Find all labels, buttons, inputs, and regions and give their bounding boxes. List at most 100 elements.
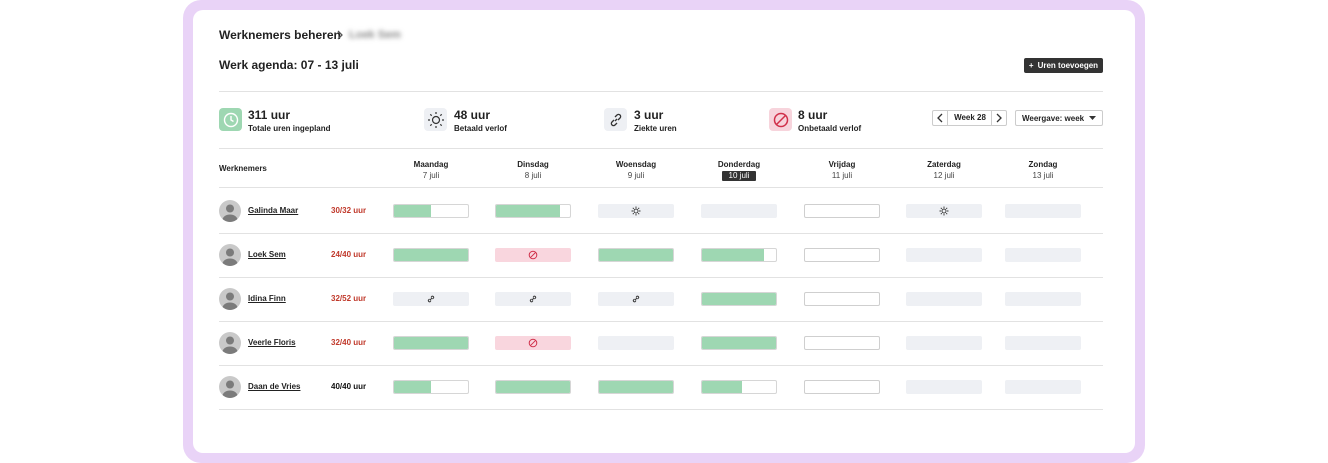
- employee-name[interactable]: Loek Sem: [248, 250, 286, 259]
- unpaid-cell[interactable]: [495, 336, 571, 350]
- plus-icon: +: [1028, 61, 1034, 70]
- off-cell[interactable]: [906, 292, 982, 306]
- day-date: 7 juli: [422, 171, 440, 180]
- day-date: 12 juli: [933, 171, 955, 180]
- stat-value: 311 uur: [248, 108, 291, 122]
- stat-label: Totale uren ingepland: [248, 124, 331, 133]
- employee-name[interactable]: Idina Finn: [248, 294, 286, 303]
- button-label: Uren toevoegen: [1037, 61, 1099, 70]
- open-cell[interactable]: [804, 248, 880, 262]
- shift-fill: [394, 381, 431, 393]
- off-cell[interactable]: [1005, 204, 1081, 218]
- sick-icon: [631, 294, 641, 304]
- shift-cell[interactable]: [701, 380, 777, 394]
- shift-cell[interactable]: [393, 336, 469, 350]
- employee-name[interactable]: Daan de Vries: [248, 382, 301, 391]
- leave-icon: [939, 206, 949, 216]
- off-cell[interactable]: [906, 380, 982, 394]
- off-cell[interactable]: [1005, 380, 1081, 394]
- hours-summary: 30/32 uur: [331, 206, 367, 215]
- day-name: Zaterdag: [927, 160, 961, 169]
- shift-cell[interactable]: [701, 292, 777, 306]
- shift-fill: [496, 381, 570, 393]
- stat-label: Betaald verlof: [454, 124, 507, 133]
- card: [193, 10, 1135, 453]
- employee-name[interactable]: Veerle Floris: [248, 338, 296, 347]
- today-date: 10 juli: [722, 171, 756, 181]
- avatar-figure: [222, 204, 238, 222]
- breadcrumb-chevron: [337, 30, 343, 40]
- prev-week-button[interactable]: [932, 110, 948, 126]
- day-name: Zondag: [1028, 160, 1058, 169]
- row-divider: [219, 409, 1103, 410]
- shift-cell[interactable]: [701, 336, 777, 350]
- leave-icon: [631, 206, 641, 216]
- day-name: Maandag: [413, 160, 449, 169]
- leave-cell[interactable]: [598, 204, 674, 218]
- sick-icon: [528, 294, 538, 304]
- sick-cell[interactable]: [495, 292, 571, 306]
- shift-fill: [496, 205, 561, 217]
- unpaid-cell[interactable]: [495, 248, 571, 262]
- day-name: Dinsdag: [517, 160, 549, 169]
- row-divider: [219, 277, 1103, 278]
- shift-cell[interactable]: [495, 380, 571, 394]
- open-cell[interactable]: [804, 292, 880, 306]
- hours-summary: 24/40 uur: [331, 250, 367, 259]
- off-cell[interactable]: [1005, 336, 1081, 350]
- divider: [219, 148, 1103, 149]
- view-select-label: Weergave: week: [1022, 114, 1085, 123]
- sick-cell[interactable]: [598, 292, 674, 306]
- stat-label: Ziekte uren: [634, 124, 677, 133]
- day-name: Woensdag: [615, 160, 657, 169]
- open-cell[interactable]: [804, 336, 880, 350]
- avatar: [219, 376, 241, 398]
- add-hours-button[interactable]: + Uren toevoegen: [1024, 58, 1103, 73]
- avatar: [219, 332, 241, 354]
- shift-cell[interactable]: [701, 248, 777, 262]
- shift-fill: [394, 249, 468, 261]
- clock-icon: [219, 108, 242, 131]
- off-cell[interactable]: [906, 248, 982, 262]
- shift-cell[interactable]: [393, 380, 469, 394]
- shift-cell[interactable]: [393, 204, 469, 218]
- dropdown-arrow: [1089, 116, 1096, 120]
- open-cell[interactable]: [804, 204, 880, 218]
- shift-fill: [394, 205, 431, 217]
- unpaid-icon: [528, 338, 538, 348]
- row-divider: [219, 233, 1103, 234]
- stat-value: 48 uur: [454, 108, 491, 122]
- avatar-figure: [222, 292, 238, 310]
- day-name: Donderdag: [717, 160, 761, 169]
- avatar: [219, 244, 241, 266]
- off-cell[interactable]: [701, 204, 777, 218]
- open-cell[interactable]: [804, 380, 880, 394]
- week-label: Week 28: [954, 113, 986, 122]
- off-cell[interactable]: [598, 336, 674, 350]
- shift-cell[interactable]: [495, 204, 571, 218]
- stat-value: 8 uur: [798, 108, 828, 122]
- shift-cell[interactable]: [393, 248, 469, 262]
- view-select[interactable]: Weergave: week: [1015, 110, 1103, 126]
- shift-fill: [702, 249, 765, 261]
- employee-header: Werknemers: [219, 164, 267, 173]
- sick-cell[interactable]: [393, 292, 469, 306]
- avatar-figure: [222, 248, 238, 266]
- hours-summary: 32/52 uur: [331, 294, 367, 303]
- shift-fill: [599, 381, 673, 393]
- shift-cell[interactable]: [598, 380, 674, 394]
- next-week-button[interactable]: [991, 110, 1007, 126]
- shift-fill: [599, 249, 673, 261]
- hours-summary: 40/40 uur: [331, 382, 367, 391]
- divider: [219, 91, 1103, 92]
- leave-cell[interactable]: [906, 204, 982, 218]
- shift-cell[interactable]: [598, 248, 674, 262]
- off-cell[interactable]: [1005, 248, 1081, 262]
- row-divider: [219, 321, 1103, 322]
- breadcrumb-parent[interactable]: Werknemers beheren: [219, 28, 341, 42]
- hours-summary: 32/40 uur: [331, 338, 367, 347]
- off-cell[interactable]: [1005, 292, 1081, 306]
- off-cell[interactable]: [906, 336, 982, 350]
- employee-name[interactable]: Galinda Maar: [248, 206, 299, 215]
